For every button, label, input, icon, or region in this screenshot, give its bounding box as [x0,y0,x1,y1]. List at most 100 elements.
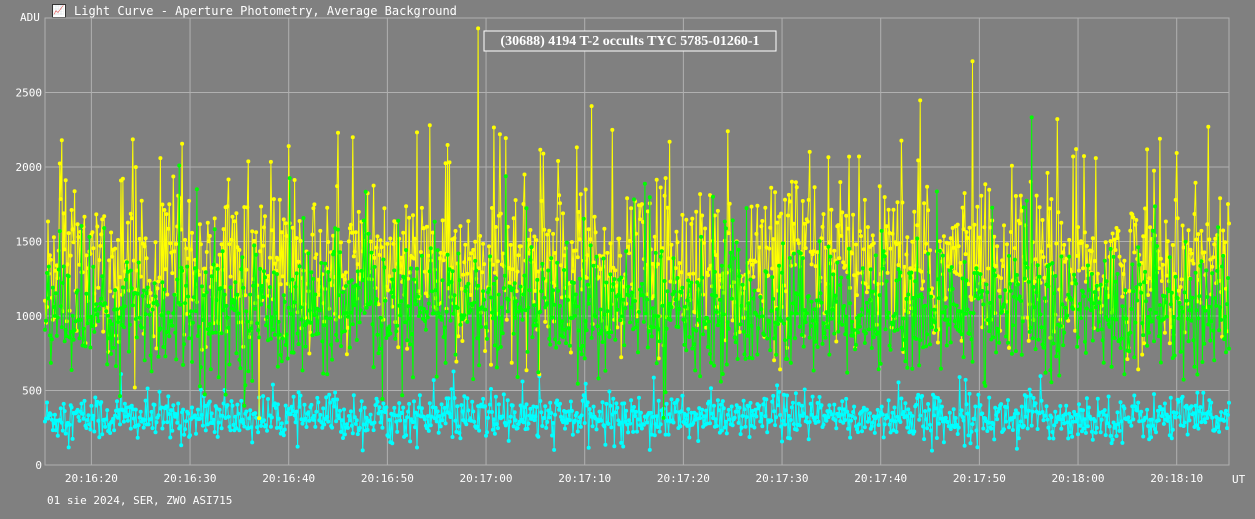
data-point [520,317,525,322]
data-point [130,407,135,412]
data-point [180,268,185,273]
data-point [773,320,778,325]
data-point [752,425,757,430]
data-point [1109,441,1114,446]
data-point [424,224,429,229]
data-point [544,278,549,283]
data-point [503,136,508,141]
data-point [434,419,439,424]
data-point [210,330,215,335]
data-point [84,291,89,296]
data-point [1020,319,1025,324]
data-point [1177,300,1182,305]
data-point [926,208,931,213]
data-point [815,250,820,255]
data-point [446,396,451,401]
data-point [763,205,768,210]
data-point [118,422,122,427]
data-point [1191,261,1196,266]
data-point [1013,194,1018,198]
data-point [157,275,162,280]
data-point [210,421,215,425]
data-point [1046,425,1051,430]
data-point [1026,408,1031,413]
data-point [235,245,240,250]
data-point [764,397,769,402]
data-point [958,309,963,314]
data-point [436,311,441,316]
data-point [77,262,82,267]
data-point [625,196,630,201]
data-point [812,185,817,190]
data-point [1067,254,1072,259]
data-point [419,253,424,258]
data-point [1206,124,1211,129]
data-point [98,243,103,248]
data-point [288,311,293,316]
data-point [807,335,812,340]
data-point [342,277,347,282]
data-point [972,417,977,421]
data-point [1083,279,1088,284]
data-point [575,255,580,260]
data-point [129,216,134,221]
data-point [858,324,862,329]
data-point [390,277,395,282]
data-point [757,403,762,408]
data-point [1194,423,1199,428]
data-point [1034,193,1039,198]
data-point [870,420,875,425]
data-point [846,275,851,280]
data-point [170,428,175,433]
data-point [608,403,613,408]
data-point [718,402,723,407]
data-point [843,332,848,337]
data-point [496,402,501,407]
data-point [154,299,159,304]
data-point [83,344,88,349]
data-point [200,423,205,428]
data-point [669,305,674,310]
data-point [677,306,682,311]
data-point [254,415,259,420]
data-point [545,301,550,306]
data-point [967,225,972,230]
data-point [1148,225,1153,230]
data-point [566,409,571,414]
data-point [1093,156,1098,161]
data-point [306,251,311,256]
data-point [1217,429,1222,434]
data-point [533,318,538,323]
data-point [348,409,353,414]
data-point [82,398,87,403]
data-point [290,277,295,282]
data-point [627,293,632,298]
data-point [1003,288,1007,293]
data-point [641,422,646,427]
data-point [1068,430,1073,435]
data-point [354,338,359,342]
data-point [151,301,156,306]
data-point [1104,279,1109,284]
data-point [612,277,617,282]
data-point [953,416,958,420]
data-point [1014,446,1019,451]
data-point [984,282,989,287]
data-point [760,219,765,223]
data-point [992,234,997,239]
data-point [848,435,853,440]
data-point [1082,417,1087,422]
data-point [1224,286,1228,291]
data-point [226,177,231,182]
data-point [708,421,712,426]
data-point [658,254,663,259]
data-point [877,293,882,298]
data-point [374,245,379,250]
data-point [876,367,881,372]
data-point [1175,296,1180,301]
data-point [156,279,161,284]
data-point [449,280,454,284]
data-point [750,262,755,267]
data-point [699,411,704,416]
data-point [561,420,565,425]
